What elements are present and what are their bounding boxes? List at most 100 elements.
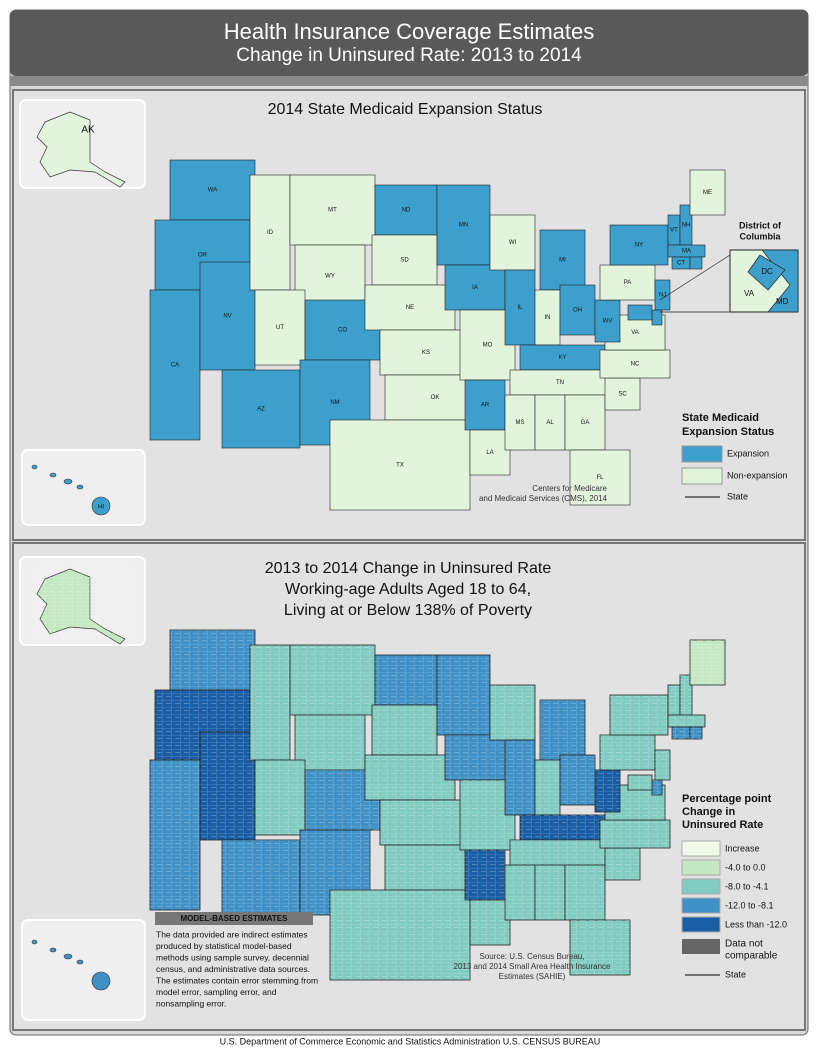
state-label: OK [431,395,440,401]
county-texture [655,750,670,780]
hawaii-island [31,464,38,470]
state [654,279,671,311]
state-label: ND [402,208,411,214]
legend-swatch [681,916,721,933]
county-texture [470,900,510,945]
state [294,244,366,308]
legend-label: -8.0 to -4.1 [725,881,769,891]
state [504,394,536,451]
state-label: MT [328,208,337,214]
county-texture [330,890,470,980]
state-label: WI [509,240,517,246]
state [689,256,703,270]
state-label: NY [635,243,643,249]
state [509,369,611,396]
state-label: TX [396,463,404,469]
inset-box [21,919,146,1021]
legend-swatch [681,467,723,485]
county-texture [560,755,595,805]
county-texture [505,740,535,815]
state-label: MI [559,258,566,264]
hawaii-island [91,971,111,991]
county-texture [437,655,490,735]
legend-label: -4.0 to 0.0 [725,862,766,872]
header-bar [10,10,808,76]
legend-title: State Medicaid [682,412,759,424]
state [604,377,641,411]
state-label: KY [558,355,566,361]
county-texture [600,735,655,770]
hawaii-island [91,496,111,516]
state-label: AK [81,125,95,136]
county-texture [510,840,610,865]
state [539,229,586,291]
legend-title: Expansion Status [682,426,774,438]
county-texture [680,675,692,715]
state-label: TN [556,380,564,386]
county-texture [445,735,505,780]
state-label: KS [422,350,430,356]
map2-title: 2013 to 2014 Change in Uninsured Rate [265,560,552,577]
state-label: FL [596,475,604,481]
county-texture [365,755,455,800]
legend-title: Uninsured Rate [682,819,763,831]
county-texture [565,865,605,920]
legend-swatch [682,939,720,954]
state-label: AR [481,403,490,409]
legend-swatch [681,859,721,876]
hawaii-island [49,472,57,478]
alaska [36,111,126,188]
county-texture [595,770,620,812]
state [489,214,536,271]
hawaii-island [76,959,84,965]
dc-title: District of [739,220,782,230]
county-texture [290,645,375,715]
legend-label: comparable [725,951,778,962]
dc-shape [747,254,786,291]
county-texture [690,640,725,685]
state [534,289,561,346]
state-label: IL [517,305,523,311]
state-label: MN [459,223,468,229]
source: Estimates (SAHIE) [499,972,566,981]
county-texture [255,760,305,835]
state-label: AZ [257,407,265,413]
map2-title: Living at or Below 138% of Poverty [284,602,532,619]
dc-md [761,249,799,313]
state-label: NE [406,305,414,311]
state [436,184,491,266]
state-label: ID [267,230,274,236]
dc-leader [659,254,731,301]
state [379,329,473,376]
county-texture [605,848,640,880]
state [534,394,566,451]
county-texture [668,685,680,715]
hawaii-island [76,484,84,490]
state [464,379,506,431]
state [249,174,291,291]
county-texture [520,815,605,840]
county-texture [250,645,290,760]
model-text: nonsampling error. [156,998,226,1008]
state-label: WA [208,188,217,194]
state-label: NH [682,223,691,229]
legend-swatch [681,878,721,895]
state [689,169,726,216]
county-texture [505,865,535,920]
dc-title: Columbia [739,231,781,241]
hawaii-island [31,939,38,945]
state [559,284,596,336]
model-heading: MODEL-BASED ESTIMATES [181,914,289,923]
title: Health Insurance Coverage Estimates [224,19,595,44]
county-texture [535,865,565,920]
state [599,349,671,379]
state [221,369,301,449]
legend-label: State [727,491,748,501]
state [627,304,653,321]
state [504,269,536,346]
legend-title: Change in [682,806,735,818]
state-label: ME [703,190,712,196]
legend-label: Increase [725,843,760,853]
footer: U.S. Department of Commerce Economic and… [220,1036,601,1046]
legend-label: -12.0 to -8.1 [725,900,774,910]
